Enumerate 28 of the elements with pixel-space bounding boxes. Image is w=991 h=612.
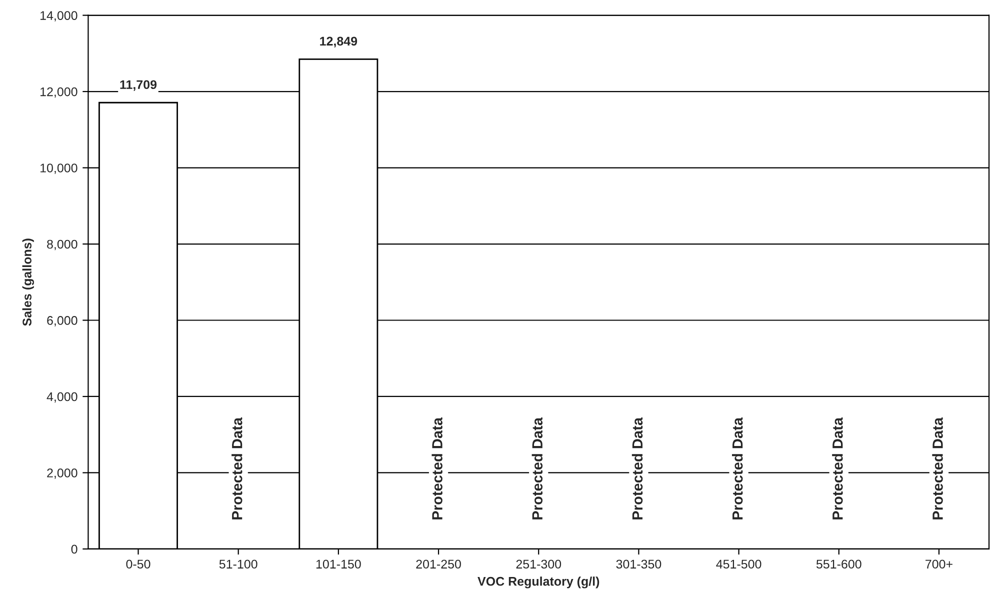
- annotation: Protected Data: [732, 417, 743, 520]
- annotation: Protected Data: [832, 417, 843, 520]
- y-tick-label: 0: [71, 544, 78, 554]
- x-tick-label: 201-250: [416, 560, 461, 569]
- x-tick-label: 0-50: [126, 560, 150, 569]
- y-tick-label: 2,000: [47, 468, 78, 479]
- y-tick-label: 10,000: [40, 164, 78, 174]
- y-tick-label: 14,000: [40, 11, 78, 22]
- annotation: Protected Data: [232, 417, 242, 520]
- x-tick-label: 551-600: [816, 560, 862, 569]
- x-tick-label: 700+: [926, 560, 952, 569]
- x-tick-label: 301-350: [616, 560, 662, 569]
- x-tick-label: 251-300: [516, 560, 562, 569]
- annotation: Protected Data: [532, 417, 543, 520]
- y-tick-label: 8,000: [47, 240, 78, 250]
- y-tick-label: 12,000: [40, 87, 78, 98]
- x-axis-title: VOC Regulatory (g/l): [478, 576, 600, 588]
- x-tick-label: 451-500: [716, 560, 762, 569]
- data-label: 11,709: [120, 80, 157, 91]
- y-axis-title: Sales (gallons): [22, 238, 34, 326]
- x-tick-label: 101-150: [316, 560, 361, 569]
- y-tick-label: 6,000: [47, 316, 78, 326]
- y-tick-label: 4,000: [46, 392, 78, 403]
- x-tick-label: 51-100: [219, 560, 258, 569]
- annotation: Protected Data: [932, 417, 943, 520]
- data-label: 12,849: [320, 36, 358, 48]
- annotation: Protected Data: [632, 417, 643, 520]
- annotation: Protected Data: [432, 417, 442, 520]
